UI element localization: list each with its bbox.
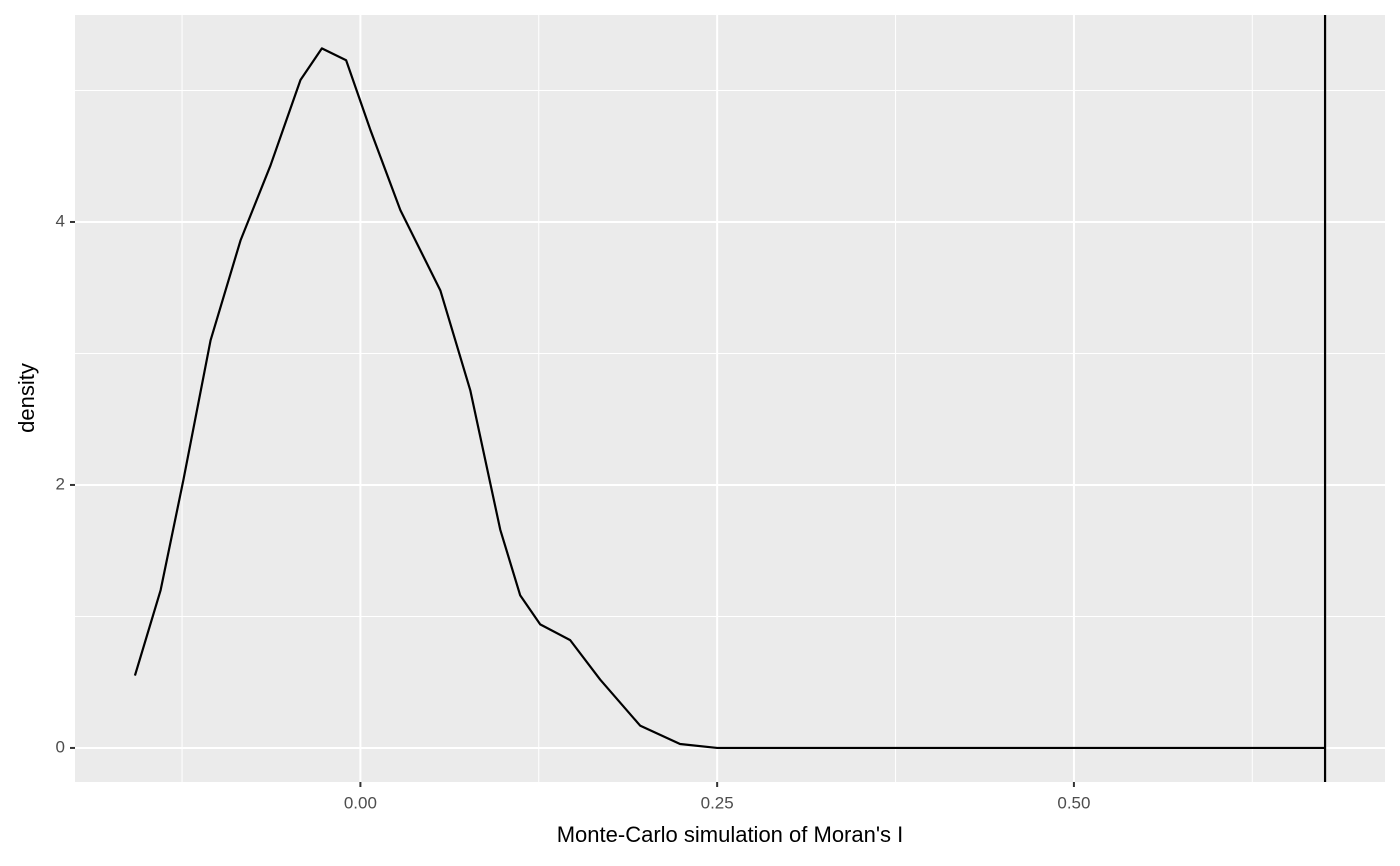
x-tick-label: 0.25 — [701, 793, 734, 812]
x-tick-label: 0.00 — [344, 793, 377, 812]
y-axis-title: density — [14, 363, 39, 433]
x-axis-title: Monte-Carlo simulation of Moran's I — [557, 822, 904, 847]
y-tick-label: 4 — [56, 211, 65, 230]
x-tick-label: 0.50 — [1057, 793, 1090, 812]
axes: 0.00 0.25 0.50 0 2 4 — [56, 211, 1091, 812]
grid — [75, 15, 1385, 782]
density-line — [133, 47, 1326, 750]
panel-background — [75, 15, 1385, 782]
y-tick-label: 0 — [56, 737, 65, 756]
y-tick-label: 2 — [56, 474, 65, 493]
marks — [133, 15, 1327, 782]
